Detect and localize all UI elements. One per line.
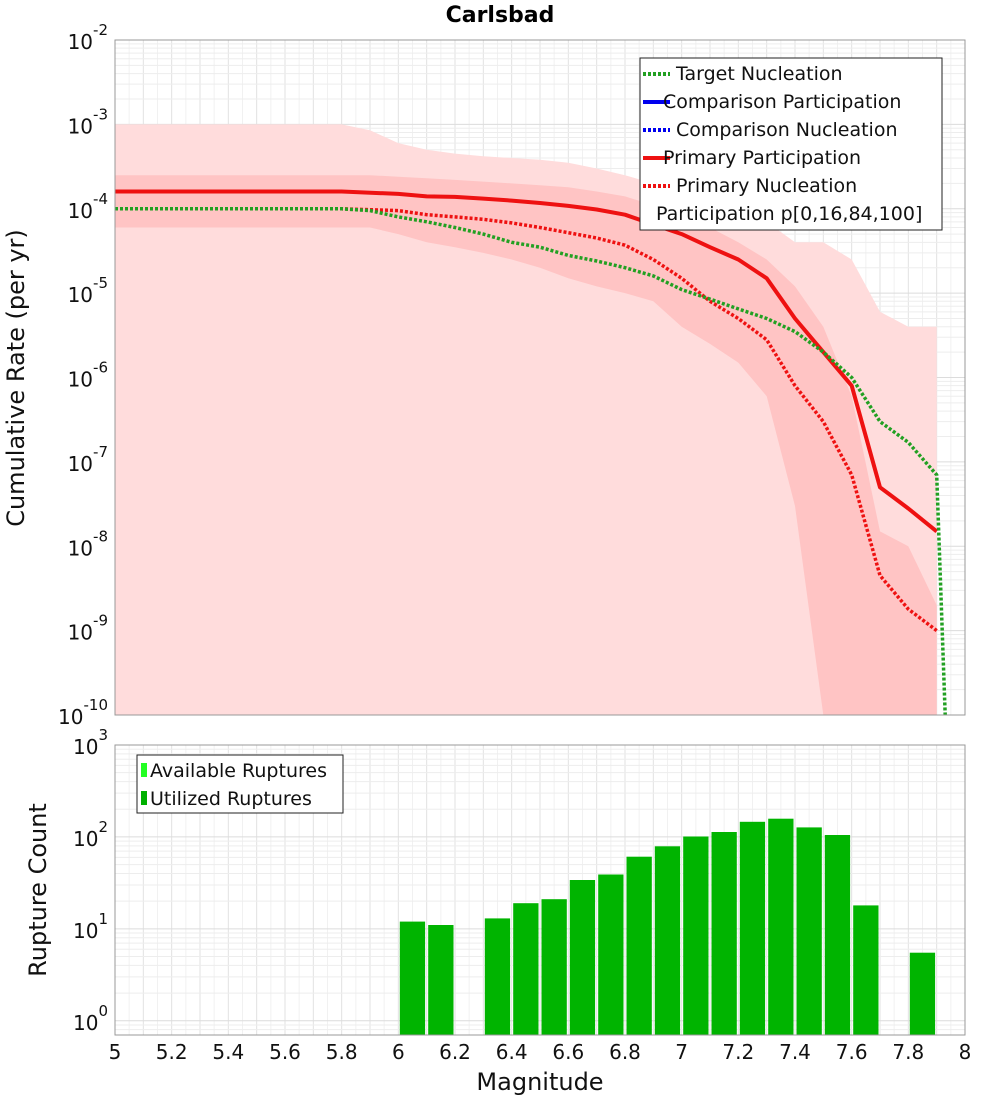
top-y-tick-label: 10-2	[68, 21, 108, 54]
bottom-legend-box	[136, 754, 344, 814]
top-series	[115, 189, 947, 716]
bottom-y-tick-label: 102	[73, 818, 108, 851]
x-tick-label: 5.6	[269, 1040, 301, 1064]
bar	[824, 835, 851, 1035]
bar	[541, 899, 567, 1035]
x-tick-label: 6.2	[439, 1040, 471, 1064]
top-y-tick-label: 10-7	[68, 443, 108, 476]
legend-label: Primary Nucleation	[676, 175, 857, 197]
top-y-tick-label: 10-6	[68, 359, 108, 392]
top-y-tick-label: 10-5	[68, 274, 108, 307]
top-legend: Target Nucleation Comparison Participatio…	[639, 57, 943, 231]
x-tick-label: 6	[392, 1040, 405, 1064]
bottom-y-tick-labels: 103 102 101 100	[73, 726, 108, 1035]
legend-label: Comparison Participation	[663, 91, 901, 113]
bar	[853, 905, 879, 1035]
legend-label: Available Ruptures	[150, 760, 327, 782]
top-plot: 10-2 10-3 10-4 10-5 10-6 10-7 10-8 10-9 10-10 Ca…	[2, 3, 966, 729]
bar	[598, 874, 624, 1035]
bottom-legend: Available Ruptures Utilized Ruptures	[136, 754, 344, 814]
legend-swatch-available-ruptures	[141, 763, 147, 777]
chart-title: Carlsbad	[446, 3, 555, 28]
top-y-tick-labels: 10-2 10-3 10-4 10-5 10-6 10-7 10-8 10-9 10-10	[58, 21, 108, 729]
bar	[654, 846, 681, 1035]
x-tick-label: 5.4	[212, 1040, 244, 1064]
bar	[909, 952, 936, 1035]
bottom-y-axis-label: Rupture Count	[24, 803, 52, 977]
legend-label: Comparison Nucleation	[676, 119, 898, 141]
x-tick-label: 5.2	[156, 1040, 188, 1064]
x-tick-label: 6.6	[552, 1040, 584, 1064]
bar	[768, 818, 794, 1035]
bottom-plot: 103 102 101 100 5 5.2 5.4 5.6 5.8 6 6.2 6.4 6.6 6.8 7…	[24, 726, 971, 1096]
legend-label: Target Nucleation	[675, 63, 843, 85]
top-y-axis-label: Cumulative Rate (per yr)	[2, 229, 30, 527]
x-tick-label: 8	[959, 1040, 972, 1064]
top-plot-frame	[114, 39, 966, 716]
x-tick-label: 5.8	[326, 1040, 358, 1064]
x-axis-label: Magnitude	[476, 1068, 603, 1096]
top-legend-box	[639, 57, 943, 231]
bar	[484, 918, 511, 1035]
bar	[569, 880, 596, 1035]
bottom-plot-frame	[114, 744, 966, 1036]
bar	[399, 921, 426, 1035]
legend-swatch-utilized-ruptures	[141, 791, 147, 805]
x-tick-labels: 5 5.2 5.4 5.6 5.8 6 6.2 6.4 6.6 6.8 7 7.2 7.4 7.6 7.8 8	[109, 1040, 972, 1064]
legend-label: Primary Participation	[663, 147, 861, 169]
series-primary-participation	[115, 189, 938, 533]
bar	[513, 903, 539, 1035]
top-y-tick-label: 10-8	[68, 527, 108, 560]
x-tick-label: 6.4	[496, 1040, 528, 1064]
bar	[428, 925, 454, 1035]
bar	[626, 856, 652, 1035]
x-tick-label: 7	[675, 1040, 688, 1064]
x-tick-label: 7.6	[836, 1040, 868, 1064]
top-bands	[115, 124, 937, 715]
top-y-tick-label: 10-3	[68, 105, 108, 138]
x-tick-label: 7.2	[722, 1040, 754, 1064]
bar	[711, 832, 737, 1035]
bottom-y-tick-label: 101	[73, 910, 108, 943]
top-y-tick-label: 10-9	[68, 612, 108, 645]
legend-label: Utilized Ruptures	[150, 788, 312, 810]
legend-label: Participation p[0,16,84,100]	[656, 203, 922, 225]
x-tick-label: 5	[109, 1040, 122, 1064]
bar	[796, 827, 822, 1035]
bottom-bars	[399, 818, 936, 1035]
x-tick-label: 6.8	[609, 1040, 641, 1064]
x-tick-label: 7.8	[892, 1040, 924, 1064]
bottom-y-tick-label: 100	[73, 1002, 108, 1035]
band-participation-p-16-84-	[115, 175, 937, 715]
top-y-tick-label: 10-4	[68, 190, 108, 223]
bar	[683, 836, 709, 1035]
series-target-nucleation	[115, 207, 947, 716]
bottom-y-tick-label: 103	[73, 726, 108, 759]
series-primary-nucleation	[115, 207, 938, 632]
top-y-tick-label: 10-10	[58, 696, 108, 729]
bar	[739, 821, 766, 1035]
x-tick-label: 7.4	[779, 1040, 811, 1064]
